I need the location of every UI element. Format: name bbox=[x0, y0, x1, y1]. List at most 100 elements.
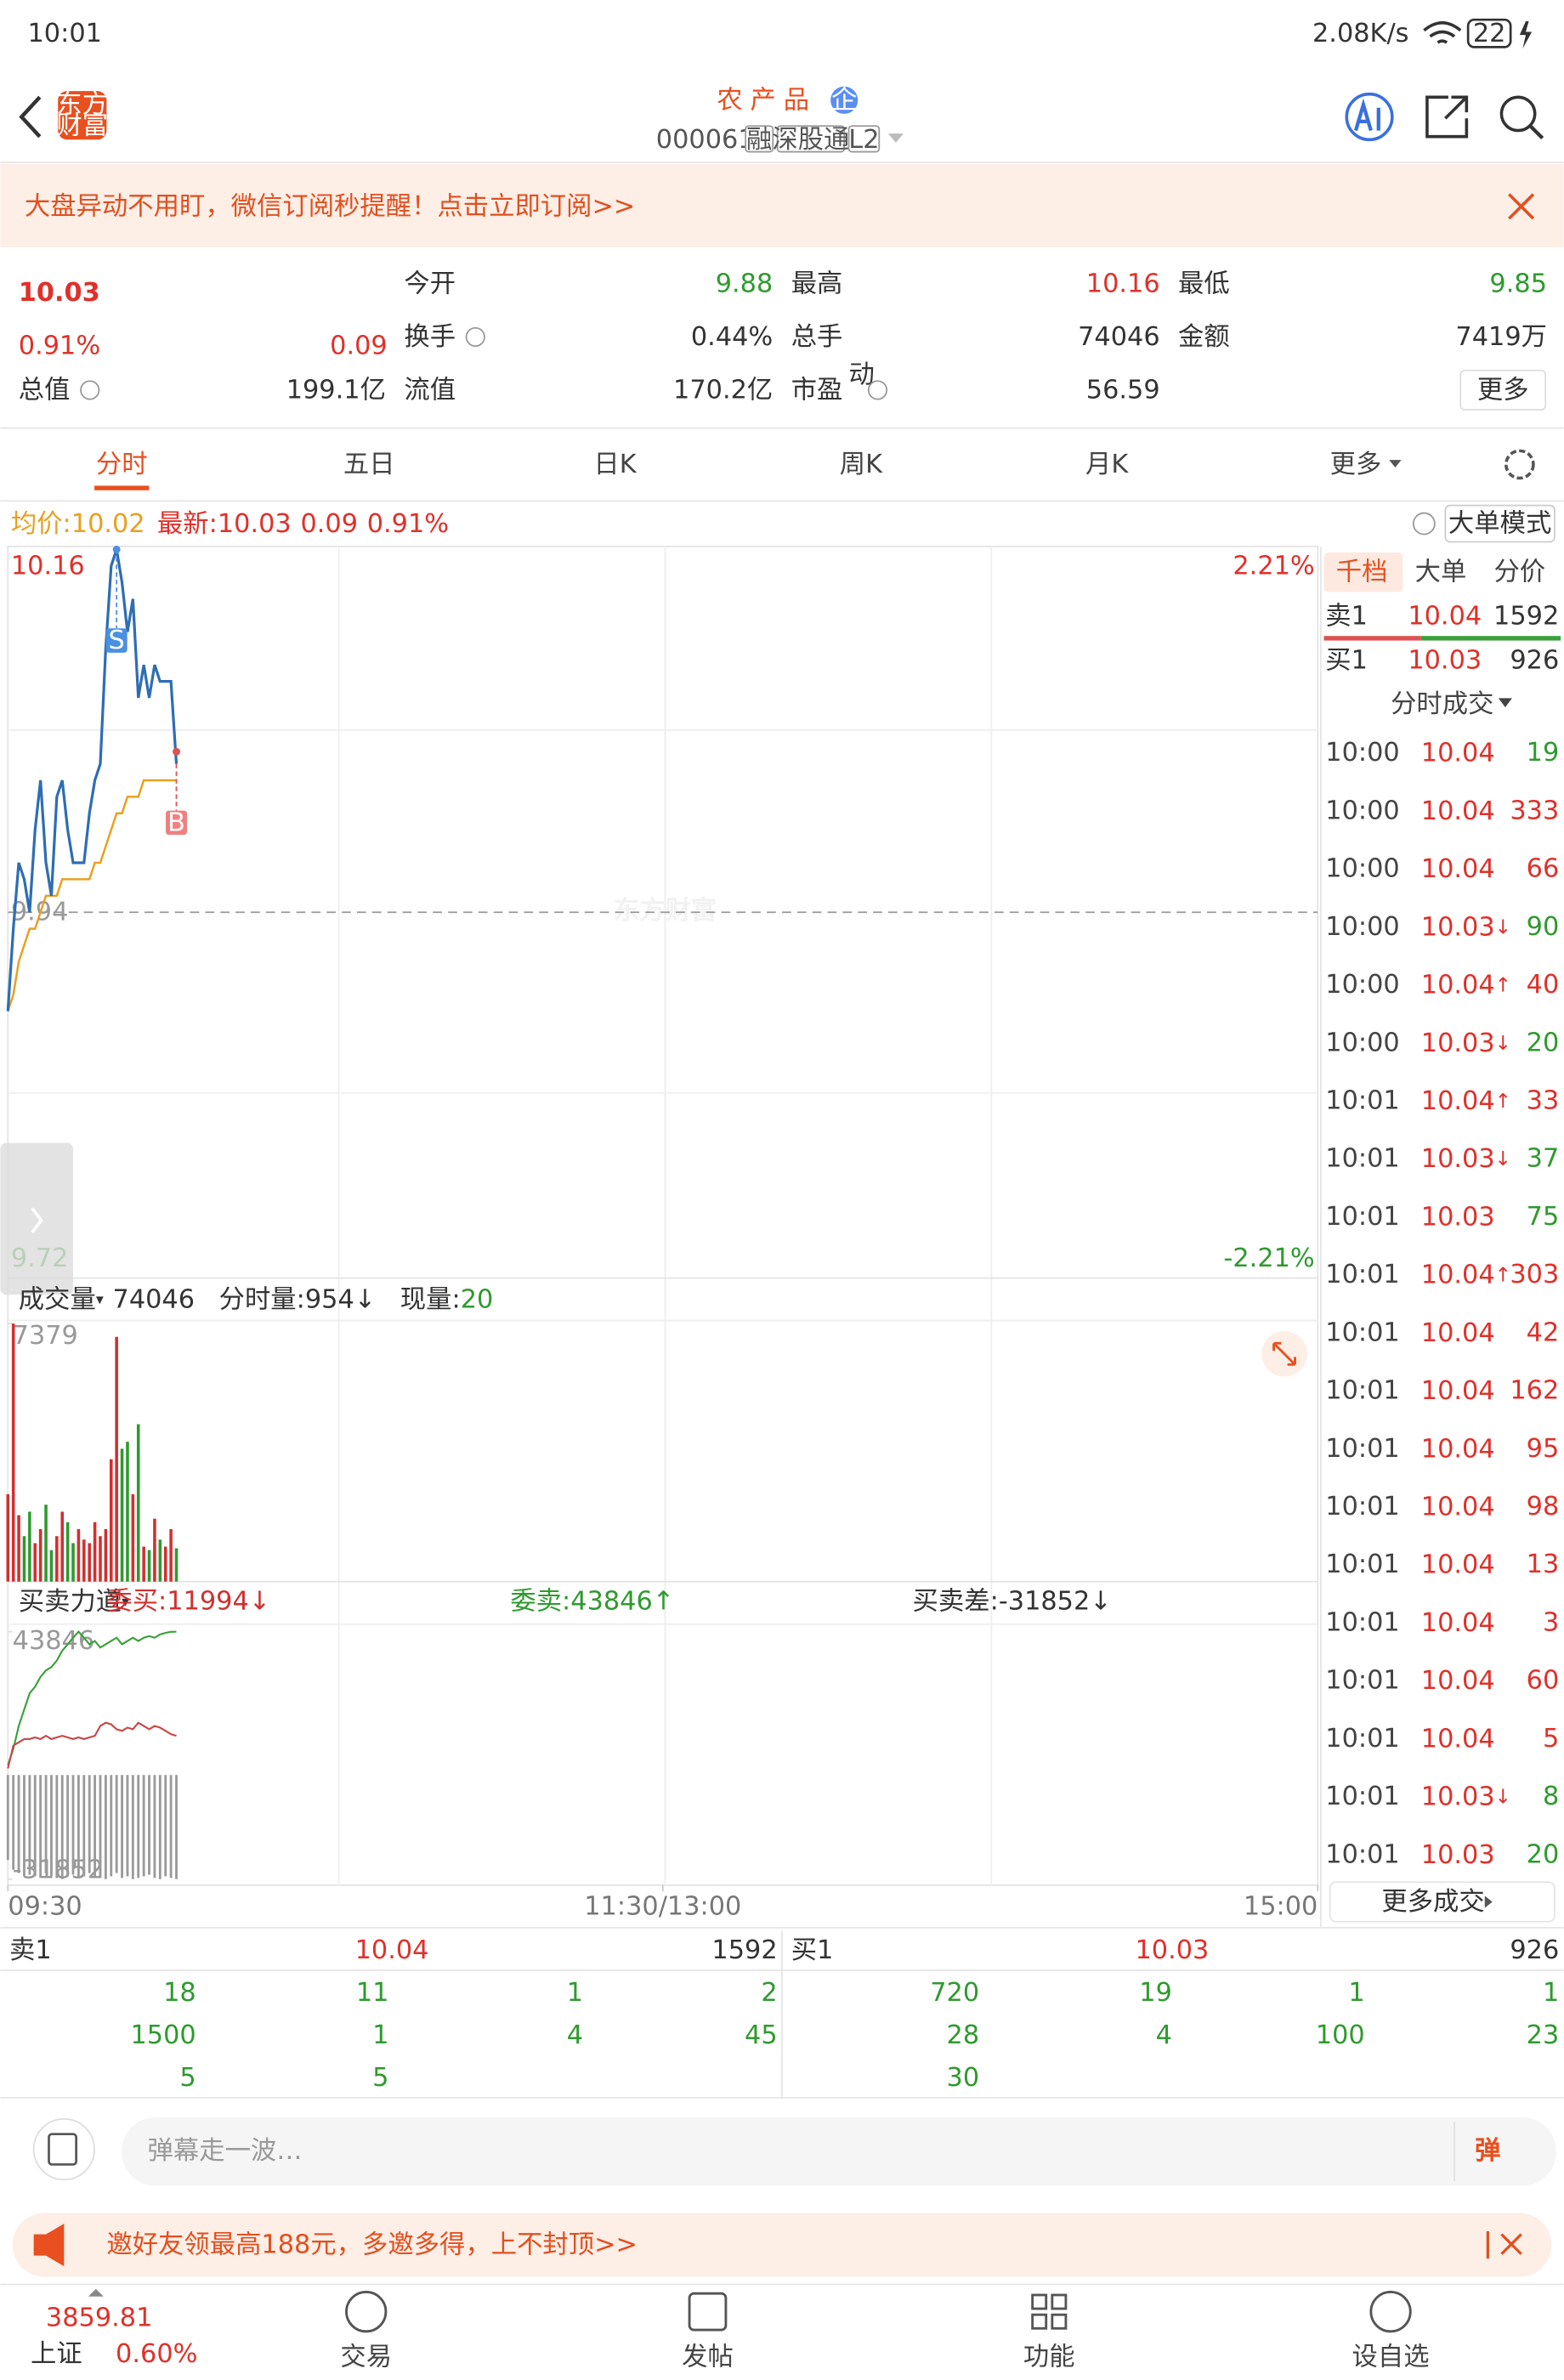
tabs: 分时 五日 日K 周K 月K 更多 bbox=[96, 450, 1402, 479]
nav-icon bbox=[345, 2291, 388, 2333]
trade-arrow: ↓ bbox=[1495, 915, 1511, 938]
trade-price-value: 10.04 bbox=[1421, 796, 1495, 825]
volume-label: 成交量 bbox=[19, 1284, 96, 1314]
trade-arrow: ↑ bbox=[1495, 1090, 1511, 1113]
latest-label: 最新: bbox=[157, 509, 218, 539]
tab[interactable]: 更多 bbox=[1330, 450, 1382, 479]
trade-price-value: 10.04 bbox=[1421, 1376, 1495, 1406]
side-tab[interactable]: 大单 bbox=[1415, 558, 1467, 587]
trade-price: 10.04 bbox=[1421, 854, 1495, 884]
diff-bar bbox=[28, 1775, 31, 1875]
nav-item[interactable]: 发帖 bbox=[682, 2343, 734, 2372]
marker-box bbox=[166, 810, 188, 836]
queue-order: 28 bbox=[947, 2020, 980, 2050]
trade-price: 10.03↓ bbox=[1421, 912, 1511, 942]
logo[interactable] bbox=[58, 91, 107, 140]
tab-underline bbox=[94, 485, 150, 490]
badge bbox=[830, 86, 858, 114]
trade-volume: 3 bbox=[1543, 1607, 1559, 1637]
danmaku-settings[interactable] bbox=[32, 2117, 95, 2181]
tab[interactable]: 分时 bbox=[96, 450, 148, 479]
field-value: 199.1亿 bbox=[286, 375, 386, 405]
diff-bar bbox=[88, 1775, 91, 1873]
queue-order: 4 bbox=[567, 2020, 583, 2050]
diff-bar bbox=[121, 1775, 123, 1878]
side-tab[interactable]: 分价 bbox=[1494, 558, 1546, 587]
more-button[interactable] bbox=[1459, 369, 1547, 411]
trade-volume: 19 bbox=[1527, 738, 1560, 768]
nav-item[interactable]: 设自选 bbox=[1352, 2343, 1430, 2372]
field-label: 市盈 bbox=[791, 375, 843, 405]
power-label: 买卖力道▾ bbox=[19, 1586, 129, 1616]
trade-volume: 37 bbox=[1527, 1144, 1560, 1174]
more-trades-button[interactable] bbox=[1329, 1881, 1556, 1923]
share-button[interactable] bbox=[1425, 95, 1469, 139]
book-volume: 926 bbox=[1510, 645, 1559, 675]
current-volume: 20 bbox=[461, 1284, 494, 1314]
tag-box bbox=[776, 125, 846, 153]
diff-bar bbox=[82, 1775, 86, 1877]
nav-icon bbox=[688, 2292, 728, 2332]
mode-button[interactable] bbox=[1444, 504, 1556, 543]
wifi-icon bbox=[1423, 21, 1462, 44]
index-name[interactable]: 上证 bbox=[31, 2339, 82, 2369]
banner-text: 大盘异动不用盯，微信订阅秒提醒！点击立即订阅>> bbox=[25, 191, 635, 221]
info-icon bbox=[80, 380, 100, 400]
volume-bar bbox=[169, 1529, 173, 1582]
banner-close[interactable] bbox=[1508, 193, 1535, 220]
tab[interactable]: 日K bbox=[593, 450, 637, 479]
tab[interactable]: 五日 bbox=[343, 450, 395, 479]
nav-item[interactable]: 功能 bbox=[1023, 2343, 1075, 2372]
book-volume: 1592 bbox=[1493, 602, 1559, 632]
banner[interactable] bbox=[0, 163, 1564, 248]
book-label: 买1 bbox=[1325, 645, 1368, 675]
promo-banner[interactable] bbox=[12, 2213, 1552, 2277]
index-change[interactable]: 0.60% bbox=[116, 2339, 197, 2369]
dropdown-icon[interactable] bbox=[888, 133, 904, 143]
search-button[interactable] bbox=[1499, 95, 1537, 133]
trade-time: 10:01 bbox=[1325, 1607, 1399, 1637]
queue-label: 卖1 bbox=[9, 1935, 52, 1965]
trade-time: 10:01 bbox=[1325, 1376, 1399, 1406]
info-icon bbox=[465, 326, 485, 348]
back-button[interactable] bbox=[19, 95, 42, 139]
volume-bar bbox=[82, 1539, 86, 1582]
book-bar bbox=[1323, 636, 1421, 641]
tab[interactable]: 周K bbox=[840, 450, 883, 479]
tab[interactable]: 月K bbox=[1085, 450, 1129, 479]
danmaku-button[interactable]: 弹 bbox=[1475, 2136, 1500, 2166]
logo-text: 财富 bbox=[56, 111, 108, 141]
diff-bar bbox=[39, 1775, 42, 1878]
side-handle[interactable] bbox=[0, 1142, 74, 1295]
trade-time: 10:01 bbox=[1325, 1144, 1399, 1174]
diff-bar bbox=[142, 1775, 145, 1877]
nav-item[interactable]: 交易 bbox=[340, 2343, 392, 2372]
settings-button[interactable] bbox=[1504, 449, 1535, 480]
field-value: 0.44% bbox=[691, 322, 773, 352]
search-icon bbox=[1528, 124, 1544, 140]
logo-text: 东方 bbox=[56, 90, 108, 120]
diff-bar bbox=[104, 1775, 107, 1879]
side-handle-icon bbox=[31, 1207, 43, 1234]
ai-button[interactable] bbox=[1345, 92, 1394, 142]
danmaku-input[interactable] bbox=[122, 2117, 1556, 2186]
trade-volume: 8 bbox=[1543, 1782, 1559, 1811]
queue-order: 45 bbox=[745, 2020, 778, 2050]
trade-price-value: 10.03 bbox=[1421, 1782, 1495, 1811]
danmaku-icon bbox=[48, 2133, 77, 2166]
field-value: 170.2亿 bbox=[673, 375, 773, 405]
help-icon[interactable] bbox=[1412, 512, 1436, 536]
diff-bar bbox=[66, 1775, 70, 1877]
index-arrow bbox=[88, 2288, 104, 2297]
trade-price: 10.04 bbox=[1421, 1666, 1495, 1696]
trade-price-value: 10.03 bbox=[1421, 912, 1495, 942]
tag-box bbox=[847, 125, 881, 153]
battery-level: 22 bbox=[1473, 19, 1506, 48]
trade-price: 10.03 bbox=[1421, 1839, 1495, 1869]
promo-close[interactable] bbox=[1486, 2231, 1522, 2259]
index-value[interactable]: 3859.81 bbox=[46, 2303, 152, 2332]
trade-volume: 66 bbox=[1527, 854, 1560, 884]
trade-volume: 33 bbox=[1527, 1086, 1560, 1116]
side-tab[interactable]: 千档 bbox=[1336, 558, 1388, 587]
trade-price: 10.04 bbox=[1421, 796, 1495, 825]
